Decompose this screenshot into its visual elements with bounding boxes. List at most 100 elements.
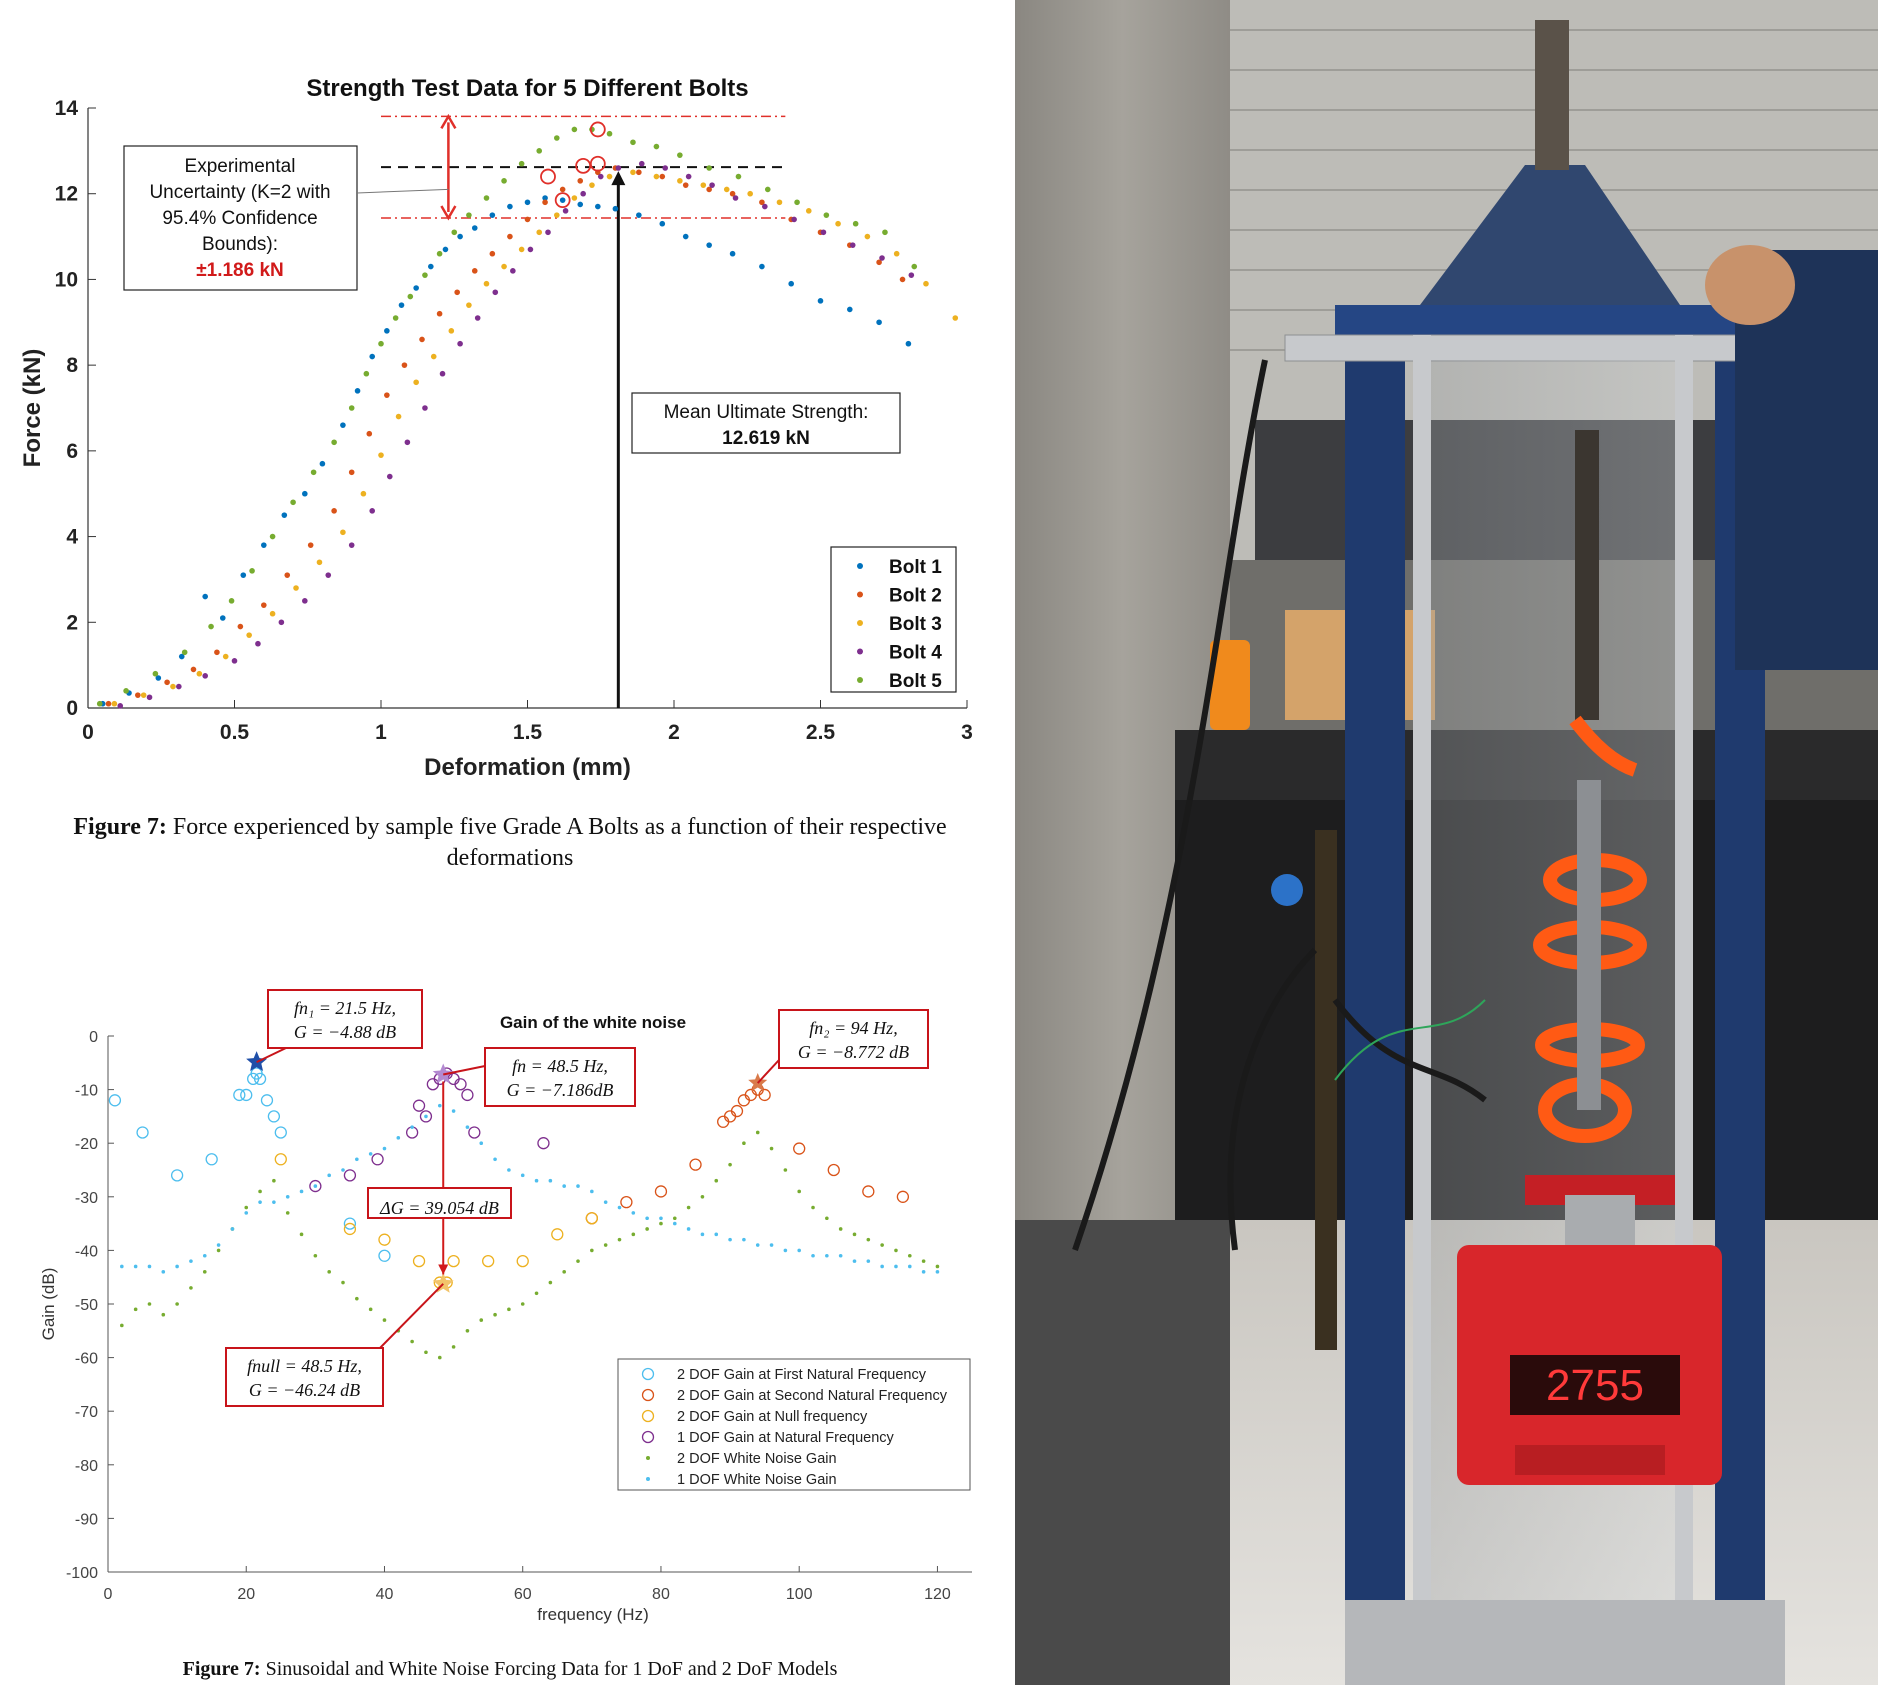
series-6-point	[507, 1168, 511, 1172]
series-5-point	[465, 1329, 470, 1333]
series-4-point	[454, 1078, 467, 1091]
series-4-point	[426, 1078, 440, 1091]
series-5-point	[285, 1211, 290, 1215]
null-annotation-box	[225, 1347, 384, 1407]
series-5-point	[755, 1130, 760, 1135]
bolt-1-point	[281, 512, 288, 518]
bolt-1-point	[595, 203, 601, 210]
series-6-point	[410, 1125, 414, 1129]
bolt-4-point	[231, 658, 238, 664]
bolt-1-point	[219, 615, 226, 621]
uncertainty-arrowhead-bottom	[440, 205, 457, 221]
legend-label: 2 DOF White Noise Gain	[677, 1451, 837, 1467]
bolt-4-point	[545, 229, 551, 236]
series-6-point	[120, 1264, 124, 1269]
bolt-5-point	[310, 469, 317, 476]
series-6-point	[866, 1259, 871, 1263]
series-5-point	[410, 1339, 414, 1344]
uncertainty-box-text: 95.4% Confidence	[162, 208, 317, 229]
series-1-point	[170, 1169, 184, 1182]
series-6-point	[755, 1243, 760, 1247]
bolt-1-point	[788, 280, 794, 287]
mean-box	[631, 392, 901, 454]
bolt-5-point	[451, 229, 458, 236]
bolt-3-point	[571, 195, 578, 201]
fn2-annotation-text-2: G = −8.772 dB	[798, 1042, 909, 1062]
bolt-4-point	[615, 165, 622, 171]
series-2-point	[827, 1163, 840, 1177]
bolt-5-point	[536, 148, 543, 154]
series-5-point	[645, 1227, 649, 1231]
series-5-point	[368, 1307, 373, 1312]
bolt-4-point	[732, 195, 739, 201]
series-6-point	[797, 1248, 801, 1253]
bolt-1-point	[507, 203, 513, 210]
bolt-2-point	[331, 508, 337, 514]
series-2-point	[730, 1104, 744, 1118]
figures-panel: Strength Test Data for 5 Different Bolts…	[19, 75, 1000, 1681]
bolt-2-point	[135, 692, 141, 698]
series-5-point	[299, 1232, 304, 1237]
series-1-point	[205, 1153, 218, 1166]
test-rig-photo: 2755	[1015, 0, 1878, 1685]
y-tick-label: 0	[66, 697, 78, 720]
bolt-2-point	[190, 666, 197, 673]
series-5-point	[907, 1253, 912, 1258]
figure-1-caption-lead: Figure 7:	[73, 814, 167, 840]
legend-marker	[641, 1388, 655, 1402]
series-5-point	[437, 1355, 442, 1360]
bolt-3-point	[952, 315, 959, 321]
peak-marker	[540, 168, 556, 185]
legend-label: 1 DOF Gain at Natural Frequency	[677, 1430, 895, 1446]
gearbox	[1420, 165, 1680, 305]
series-6-point	[189, 1259, 193, 1263]
legend-box	[830, 546, 957, 693]
legend-marker	[857, 563, 863, 569]
x-tick-label: 100	[786, 1586, 813, 1603]
series-5-point	[714, 1178, 719, 1183]
bolt-5-point	[181, 649, 188, 656]
bolt-5-point	[208, 623, 214, 630]
series-3-point	[447, 1254, 460, 1268]
strength-chart: Strength Test Data for 5 Different Bolts…	[19, 75, 973, 781]
fn1-annotation-box	[267, 989, 423, 1049]
series-5-point	[921, 1259, 926, 1263]
bolt-4-point	[510, 268, 516, 274]
uncertainty-leader	[356, 188, 449, 194]
series-5-point	[769, 1146, 774, 1151]
series-5-point	[147, 1302, 152, 1306]
series-6-point	[811, 1253, 815, 1258]
bolt-2-point	[214, 649, 220, 656]
y-tick-label: -90	[75, 1511, 98, 1528]
series-6-point	[493, 1157, 497, 1162]
bolt-5-point	[228, 598, 235, 604]
bolt-5-point	[677, 152, 683, 158]
series-6-point	[147, 1264, 152, 1269]
bolt-3-point	[653, 173, 660, 180]
bolt-2-point	[237, 623, 244, 630]
bolt-5-point	[436, 250, 443, 257]
bolt-4-point	[597, 173, 604, 180]
series-5-point	[202, 1270, 207, 1274]
bolt-5-point	[554, 135, 560, 141]
bolt-2-point	[471, 268, 478, 274]
series-6-point	[672, 1221, 677, 1226]
series-5-point	[742, 1141, 746, 1145]
series-6-point	[894, 1264, 898, 1269]
bolt-2-point	[577, 178, 584, 184]
bolt-5-point	[466, 212, 472, 218]
series-6-point	[907, 1264, 912, 1269]
bolt-5-point	[501, 178, 507, 184]
y-axis-label: Force (kN)	[19, 349, 46, 468]
bolt-1-point	[369, 353, 376, 360]
series-2-point	[896, 1190, 910, 1203]
series-6-point	[285, 1195, 290, 1199]
series-5-point	[631, 1232, 636, 1237]
fn-annotation-box	[484, 1047, 636, 1107]
bolt-2-point	[524, 216, 531, 223]
figure-2-caption: Figure 7: Sinusoidal and White Noise For…	[20, 1658, 1000, 1681]
bolt-4-point	[369, 508, 376, 514]
series-5-point	[258, 1189, 262, 1194]
series-2-point	[758, 1088, 771, 1102]
series-6-point	[244, 1211, 249, 1215]
